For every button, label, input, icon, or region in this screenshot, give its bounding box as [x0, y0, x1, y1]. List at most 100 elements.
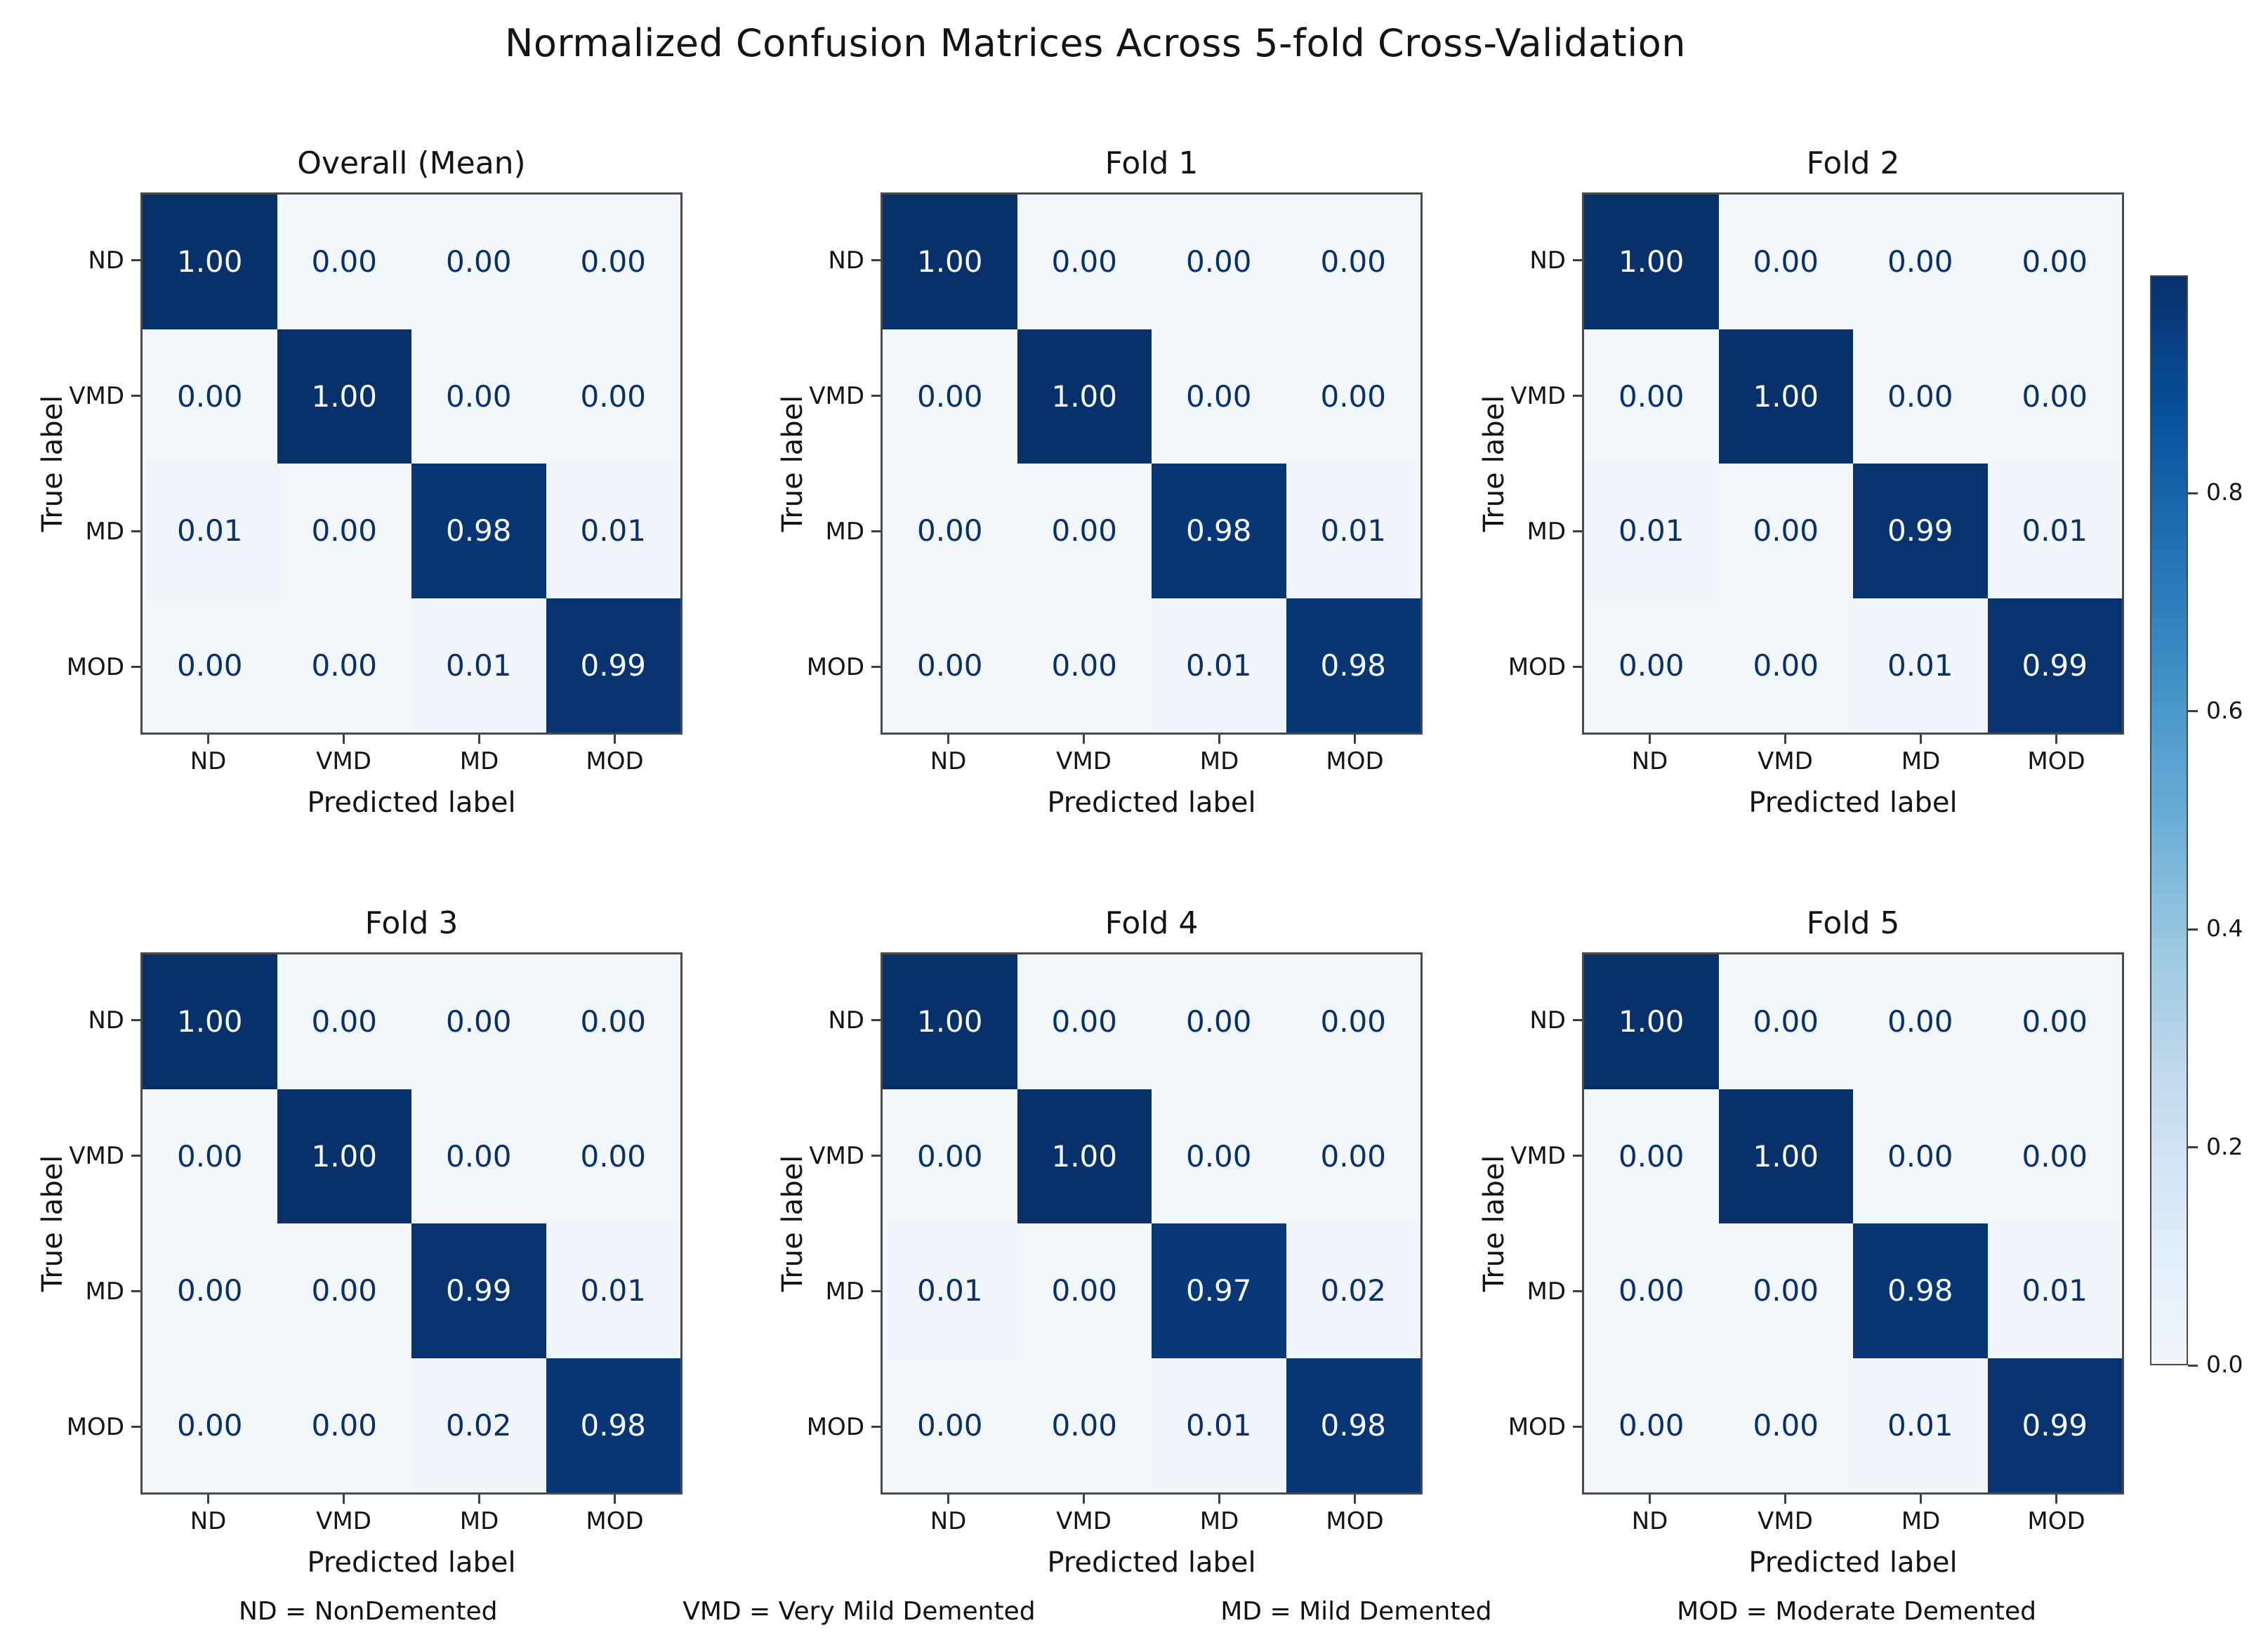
- y-tick-label: VMD: [1510, 1141, 1582, 1171]
- tick-mark: [614, 1495, 616, 1504]
- matrix-cell: 0.00: [277, 954, 411, 1089]
- matrix-cell: 0.00: [1152, 329, 1286, 464]
- tick-mark: [131, 1290, 140, 1292]
- matrix-cell: 1.00: [1017, 1089, 1152, 1223]
- x-tick-label: ND: [152, 735, 265, 775]
- y-tick-text: ND: [88, 246, 124, 275]
- matrix-cell: 0.00: [883, 598, 1017, 733]
- y-tick-text: VMD: [809, 1141, 864, 1170]
- x-tick-label: VMD: [288, 735, 400, 775]
- tick-mark: [1573, 259, 1582, 261]
- matrix-cell: 0.00: [143, 329, 277, 464]
- y-tick-label: VMD: [809, 381, 881, 412]
- tick-mark: [1573, 395, 1582, 397]
- matrix-cell: 0.00: [277, 464, 411, 598]
- matrix-cell: 1.00: [277, 329, 411, 464]
- tick-mark: [1573, 1019, 1582, 1021]
- y-tick-text: VMD: [1510, 381, 1566, 410]
- x-tick-labels: ND VMD MD MOD: [1582, 735, 2124, 784]
- matrix-cell: 0.01: [1286, 464, 1420, 598]
- x-tick-label: MOD: [559, 735, 671, 775]
- confusion-matrix-panel: Fold 4 True label ND VMD MD MOD 1.00 0.00 0.0…: [768, 893, 1423, 1589]
- matrix-cell: 0.00: [411, 195, 546, 329]
- tick-mark: [1218, 735, 1220, 744]
- x-tick-text: ND: [1631, 1507, 1668, 1535]
- y-tick-text: ND: [1529, 246, 1566, 275]
- y-tick-label: MD: [1527, 1276, 1582, 1307]
- matrix-cell: 0.01: [1987, 1223, 2122, 1358]
- matrix-cell: 1.00: [883, 954, 1017, 1089]
- x-tick-label: ND: [1594, 735, 1706, 775]
- matrix-cell: 1.00: [1718, 329, 1853, 464]
- y-tick-label: ND: [1529, 245, 1582, 276]
- x-tick-text: MOD: [1326, 1507, 1384, 1535]
- y-tick-label: ND: [1529, 1005, 1582, 1036]
- colorbar-tick-label: 0.8: [2206, 478, 2243, 506]
- matrix-cell: 1.00: [143, 195, 277, 329]
- legend-item: MOD = Moderate Demented: [1677, 1597, 2036, 1626]
- tick-mark: [1573, 1290, 1582, 1292]
- matrix-cell: 0.00: [411, 954, 546, 1089]
- y-tick-labels: ND VMD MD MOD: [67, 952, 140, 1495]
- matrix-cell: 0.97: [1152, 1223, 1286, 1358]
- confusion-matrix-panel: Overall (Mean) True label ND VMD MD MOD 1.0…: [28, 133, 683, 829]
- y-tick-labels: ND VMD MD MOD: [807, 952, 881, 1495]
- matrix-cell: 0.00: [411, 329, 546, 464]
- matrix-cell: 0.00: [546, 954, 680, 1089]
- x-tick-labels: ND VMD MD MOD: [881, 735, 1423, 784]
- x-tick-labels: ND VMD MD MOD: [140, 1495, 683, 1544]
- x-tick-label: MOD: [2000, 735, 2113, 775]
- matrix-cell: 0.99: [1853, 464, 1988, 598]
- x-tick-label: VMD: [1729, 1495, 1842, 1535]
- matrix-cell: 0.02: [411, 1358, 546, 1492]
- tick-mark: [1649, 735, 1651, 744]
- y-axis-label-text: True label: [37, 1155, 70, 1292]
- tick-mark: [343, 735, 345, 744]
- y-tick-text: MD: [85, 1277, 124, 1306]
- x-tick-label: MOD: [1299, 735, 1411, 775]
- matrix-cell: 0.00: [1017, 1223, 1152, 1358]
- matrix-cell: 0.01: [546, 1223, 680, 1358]
- x-tick-text: ND: [930, 747, 967, 775]
- y-tick-text: MOD: [1508, 1412, 1566, 1441]
- tick-mark: [1083, 735, 1085, 744]
- y-axis-label-text: True label: [37, 395, 70, 532]
- x-tick-text: VMD: [1056, 747, 1112, 775]
- matrix-cell: 0.00: [883, 1089, 1017, 1223]
- matrix-cell: 0.00: [1017, 195, 1152, 329]
- matrix-cell: 1.00: [277, 1089, 411, 1223]
- matrix-cell: 0.00: [883, 329, 1017, 464]
- matrix-cell: 0.00: [546, 329, 680, 464]
- matrix-cell: 0.00: [546, 195, 680, 329]
- heatmap-grid: 1.00 0.00 0.00 0.00 0.00 1.00 0.00 0.00 0.00 0.00…: [1582, 952, 2124, 1495]
- matrix-cell: 0.00: [1718, 195, 1853, 329]
- tick-mark: [1784, 735, 1786, 744]
- x-tick-label: VMD: [1028, 1495, 1140, 1535]
- tick-mark: [1920, 1495, 1922, 1504]
- y-tick-label: MOD: [807, 652, 881, 683]
- matrix-cell: 0.99: [546, 598, 680, 733]
- panel-title: Fold 4: [1105, 905, 1199, 941]
- matrix-cell: 0.98: [1286, 1358, 1420, 1492]
- matrix-cell: 0.00: [277, 195, 411, 329]
- matrix-cell: 0.00: [277, 1223, 411, 1358]
- x-axis-label: Predicted label: [1047, 1547, 1256, 1579]
- matrix-cell: 1.00: [1718, 1089, 1853, 1223]
- matrix-cell: 0.01: [411, 598, 546, 733]
- matrix-cell: 0.00: [1286, 329, 1420, 464]
- tick-mark: [1920, 735, 1922, 744]
- matrix-cell: 0.01: [143, 464, 277, 598]
- tick-mark: [131, 666, 140, 668]
- tick-mark: [478, 735, 480, 744]
- matrix-cell: 0.00: [1152, 1089, 1286, 1223]
- y-tick-label: ND: [828, 245, 881, 276]
- tick-mark: [131, 395, 140, 397]
- colorbar-tick-label: 0.6: [2206, 696, 2243, 724]
- y-tick-text: VMD: [69, 381, 124, 410]
- x-tick-text: MOD: [586, 747, 644, 775]
- y-tick-label: MD: [825, 1276, 881, 1307]
- matrix-cell: 1.00: [1017, 329, 1152, 464]
- y-tick-label: VMD: [69, 1141, 140, 1171]
- x-tick-text: MOD: [586, 1507, 644, 1535]
- matrix-cell: 0.00: [1718, 1358, 1853, 1492]
